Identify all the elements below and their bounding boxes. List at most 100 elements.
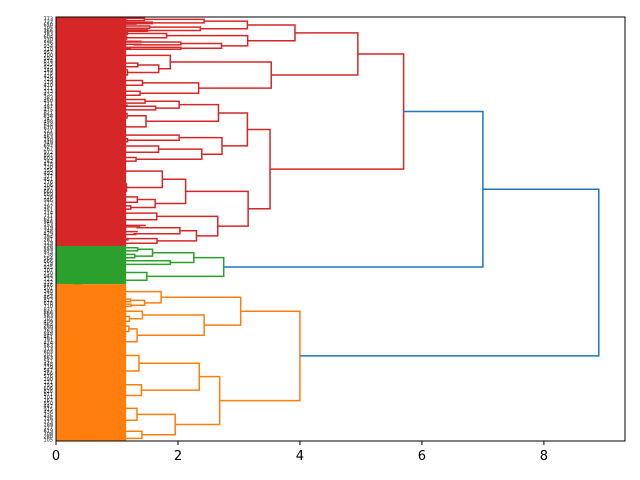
leaf-label: 461 — [43, 335, 53, 341]
dendrogram-link — [247, 128, 271, 210]
dendrogram-link — [180, 42, 223, 50]
leaf-label: 944 — [43, 274, 53, 280]
dendrogram-link — [84, 267, 105, 273]
leaf-label: 470 — [43, 83, 53, 89]
dendrogram-link — [74, 427, 98, 432]
leaf-label: 576 — [43, 374, 53, 380]
leaf-label: 266 — [43, 371, 53, 377]
leaf-label: 475 — [43, 107, 53, 113]
dendrogram-link — [82, 391, 100, 400]
dendrogram-link — [85, 259, 123, 263]
dendrogram-link — [91, 329, 119, 335]
dendrogram-link — [78, 311, 99, 315]
leaf-label: 177 — [43, 201, 53, 207]
dendrogram-link — [175, 375, 221, 426]
dendrogram-link — [85, 367, 100, 375]
x-tick-label: 4 — [296, 449, 304, 464]
leaf-label: 355 — [43, 168, 53, 174]
leaf-label: 767 — [43, 398, 53, 404]
dendrogram-link — [130, 299, 146, 307]
dendrogram-link — [90, 211, 113, 216]
leaf-label: 348 — [43, 289, 53, 295]
leaf-label: 660 — [43, 189, 53, 195]
leaf-label: 409 — [43, 319, 53, 325]
dendrogram-link — [140, 82, 200, 95]
dendrogram-link — [91, 205, 132, 210]
leaf-label: 946 — [43, 198, 53, 204]
dendrogram-link — [119, 46, 182, 50]
leaf-label: 708 — [43, 431, 53, 437]
leaf-label: 603 — [43, 156, 53, 162]
dendrogram-link — [71, 420, 94, 426]
plot-frame — [55, 16, 626, 442]
leaf-label: 964 — [43, 322, 53, 328]
leaf-label: 121 — [43, 380, 53, 386]
leaf-label: 457 — [43, 104, 53, 110]
dendrogram-link — [88, 337, 99, 347]
leaf-label: 276 — [43, 180, 53, 186]
dendrogram-link — [124, 134, 180, 141]
dendrogram-link — [92, 417, 103, 424]
leaf-label: 426 — [43, 74, 53, 80]
leaf-label: 173 — [43, 419, 53, 425]
dendrogram-link — [299, 188, 600, 357]
leaf-label: 147 — [43, 116, 53, 122]
leaf-label: 394 — [43, 235, 53, 241]
leaf-label: 102 — [43, 316, 53, 322]
dendrogram-links — [56, 16, 600, 442]
dendrogram-link — [88, 253, 136, 259]
leaf-label: 129 — [43, 241, 53, 247]
leaf-label: 197 — [43, 204, 53, 210]
leaf-label: 541 — [43, 359, 53, 365]
leaf-label: 778 — [43, 71, 53, 77]
leaf-label: 267 — [43, 147, 53, 153]
leaf-label: 111 — [43, 101, 53, 107]
leaf-label: 763 — [43, 328, 53, 334]
x-tick-label: 8 — [540, 449, 548, 464]
leaf-label: 478 — [43, 162, 53, 168]
x-tick-label: 2 — [174, 449, 182, 464]
leaf-label: 793 — [43, 383, 53, 389]
dendrogram-link — [271, 32, 359, 76]
leaf-label: 619 — [43, 428, 53, 434]
dendrogram-link — [146, 103, 220, 123]
leaf-label: 697 — [43, 144, 53, 150]
leaf-label: 915 — [43, 407, 53, 413]
leaf-label: 432 — [43, 92, 53, 98]
leaf-label: 105 — [43, 26, 53, 32]
leaf-label: 812 — [43, 298, 53, 304]
leaf-label: 436 — [43, 413, 53, 419]
dendrogram-link — [219, 310, 301, 402]
leaf-label: 583 — [43, 344, 53, 350]
leaf-label: 707 — [43, 268, 53, 274]
dendrogram-link — [126, 32, 168, 39]
leaf-label: 871 — [43, 392, 53, 398]
leaf-labels: 7737226501053667836041305969341109577005… — [43, 17, 53, 444]
dendrogram-link — [218, 112, 249, 147]
leaf-label: 130 — [43, 38, 53, 44]
dendrogram-link — [145, 100, 180, 109]
leaf-label: 110 — [43, 47, 53, 53]
dendrogram-link — [170, 61, 272, 89]
x-axis: 0 2 4 6 8 — [52, 441, 548, 464]
leaf-label: 447 — [43, 404, 53, 410]
dendrogram-link — [147, 26, 202, 32]
dendrogram-link — [126, 41, 182, 46]
leaf-label: 214 — [43, 262, 53, 268]
dendrogram-link — [179, 136, 223, 155]
leaf-label: 973 — [43, 250, 53, 256]
leaf-label: 897 — [43, 153, 53, 159]
dendrogram-link — [130, 198, 156, 209]
dendrogram-link — [104, 269, 117, 276]
leaf-label: 791 — [43, 338, 53, 344]
leaf-label: 650 — [43, 23, 53, 29]
dendrogram-link — [83, 404, 101, 413]
dendrogram-link — [137, 314, 205, 337]
leaf-label: 714 — [43, 210, 53, 216]
leaf-label: 606 — [43, 386, 53, 392]
dendrogram-link — [93, 166, 125, 176]
leaf-label: 239 — [43, 365, 53, 371]
leaf-label: 957 — [43, 50, 53, 56]
leaf-label: 153 — [43, 222, 53, 228]
dendrogram-link — [99, 383, 143, 397]
